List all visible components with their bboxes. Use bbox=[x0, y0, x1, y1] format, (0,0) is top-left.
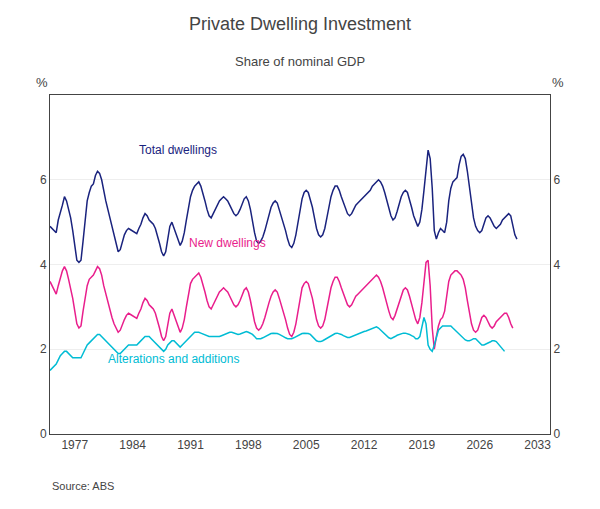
svg-text:Source: ABS: Source: ABS bbox=[52, 480, 114, 492]
svg-text:0: 0 bbox=[40, 427, 47, 441]
svg-text:Alterations and additions: Alterations and additions bbox=[108, 352, 239, 366]
svg-text:4: 4 bbox=[553, 258, 560, 272]
svg-text:2: 2 bbox=[40, 342, 47, 356]
svg-text:1998: 1998 bbox=[235, 438, 262, 452]
svg-text:0: 0 bbox=[553, 427, 560, 441]
svg-text:Total dwellings: Total dwellings bbox=[139, 143, 217, 157]
svg-text:2019: 2019 bbox=[409, 438, 436, 452]
svg-text:1984: 1984 bbox=[119, 438, 146, 452]
svg-text:Private Dwelling Investment: Private Dwelling Investment bbox=[189, 14, 411, 34]
svg-text:1977: 1977 bbox=[61, 438, 88, 452]
svg-text:%: % bbox=[36, 75, 48, 90]
svg-text:1991: 1991 bbox=[177, 438, 204, 452]
svg-text:2033: 2033 bbox=[524, 438, 551, 452]
svg-text:2026: 2026 bbox=[466, 438, 493, 452]
svg-text:2005: 2005 bbox=[293, 438, 320, 452]
svg-text:2012: 2012 bbox=[351, 438, 378, 452]
svg-text:Share of nominal GDP: Share of nominal GDP bbox=[235, 54, 365, 69]
svg-text:6: 6 bbox=[40, 173, 47, 187]
svg-text:6: 6 bbox=[553, 173, 560, 187]
svg-text:2: 2 bbox=[553, 342, 560, 356]
svg-text:4: 4 bbox=[40, 258, 47, 272]
svg-text:%: % bbox=[552, 75, 564, 90]
svg-text:New dwellings: New dwellings bbox=[189, 236, 266, 250]
